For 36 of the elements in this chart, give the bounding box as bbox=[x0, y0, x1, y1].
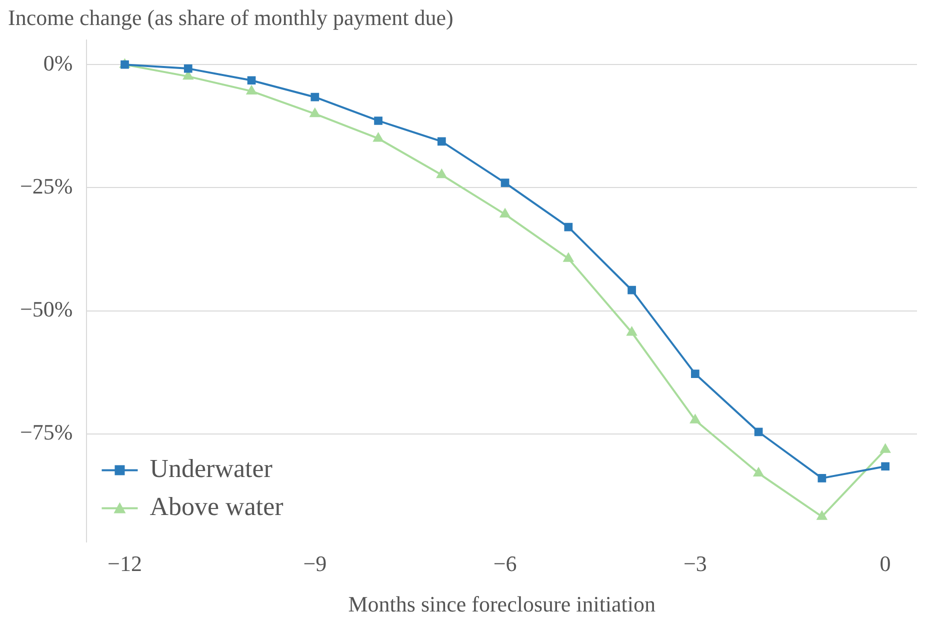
point bbox=[754, 468, 764, 477]
legend-label: Underwater bbox=[150, 454, 273, 484]
point bbox=[818, 474, 826, 482]
y-tick-label: −75% bbox=[20, 420, 73, 445]
point bbox=[817, 511, 827, 520]
x-tick-label: −9 bbox=[303, 551, 327, 576]
point bbox=[690, 414, 700, 424]
point bbox=[564, 253, 574, 262]
point bbox=[628, 286, 636, 294]
point bbox=[500, 208, 510, 218]
point bbox=[374, 116, 382, 125]
point bbox=[246, 86, 256, 94]
point bbox=[373, 132, 384, 142]
point bbox=[881, 462, 890, 471]
point bbox=[690, 370, 700, 378]
y-axis-title: Income change (as share of monthly payment due) bbox=[8, 4, 454, 30]
point bbox=[436, 169, 447, 178]
point bbox=[564, 222, 573, 232]
y-tick-label: −25% bbox=[20, 173, 73, 198]
x-tick-label: −3 bbox=[683, 551, 707, 576]
point bbox=[247, 76, 256, 85]
x-tick-label: −6 bbox=[493, 551, 517, 576]
point bbox=[754, 428, 763, 436]
point bbox=[500, 178, 510, 187]
x-tick-label: 0 bbox=[880, 551, 891, 576]
point bbox=[880, 444, 890, 453]
point bbox=[437, 137, 446, 146]
x-tick-label: −12 bbox=[108, 551, 142, 576]
point bbox=[626, 326, 637, 336]
point bbox=[184, 64, 192, 73]
y-tick-label: −50% bbox=[20, 296, 73, 322]
legend-label: Above water bbox=[150, 492, 284, 522]
point bbox=[310, 92, 320, 102]
x-axis-title: Months since foreclosure initiation bbox=[348, 592, 656, 617]
y-tick-label: 0% bbox=[43, 50, 73, 76]
point bbox=[310, 108, 320, 118]
